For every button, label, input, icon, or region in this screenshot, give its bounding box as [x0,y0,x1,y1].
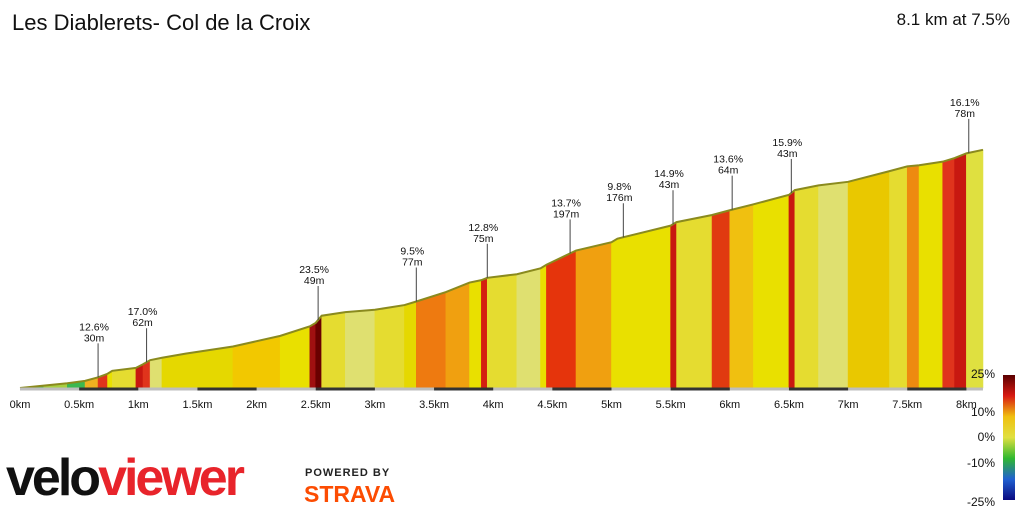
x-tick-label: 4km [483,399,504,411]
x-tick-label: 3.5km [419,399,449,411]
profile-segment [374,304,405,389]
profile-segment [889,166,908,389]
annotation-length: 49m [304,275,325,287]
annotation-grade: 23.5% [299,264,329,276]
profile-segment [753,194,790,389]
gradient-scale-label: -10% [967,456,995,470]
x-tick-label: 0km [10,399,31,411]
x-tick-label: 1km [128,399,149,411]
annotation-length: 30m [84,332,105,344]
profile-segment [617,225,671,389]
profile-segment [321,311,346,389]
annotation-grade: 9.8% [607,181,631,193]
profile-segment [309,322,317,389]
powered-by-label: POWERED BY [305,467,391,479]
profile-segment [232,335,281,389]
annotation-grade: 9.5% [400,245,424,257]
profile-segment [540,264,547,389]
profile-segment [847,170,890,389]
profile-segment [918,161,944,389]
x-tick-label: 6km [719,399,740,411]
x-tick-label: 8km [956,399,977,411]
profile-segment [611,238,618,389]
profile-segment [676,214,713,389]
annotation-grade: 12.8% [468,222,498,234]
annotation-length: 62m [132,317,153,329]
profile-segment [942,157,955,389]
profile-segment [315,314,322,389]
annotation-grade: 12.6% [79,321,109,333]
profile-segment [788,189,796,389]
x-tick-label: 2km [246,399,267,411]
gradient-scale-label: 10% [971,405,995,419]
profile-segment [416,291,447,389]
x-tick-label: 4.5km [537,399,567,411]
profile-segment [711,209,731,389]
x-tick-label: 2.5km [301,399,331,411]
profile-segment [279,325,311,389]
profile-segment [161,353,186,389]
profile-segment [729,203,754,389]
x-tick-label: 7km [838,399,859,411]
annotation-grade: 13.6% [713,154,743,166]
profile-segment [481,277,488,389]
annotation-length: 176m [606,192,633,204]
profile-segment [575,241,612,389]
gradient-scale-label: -25% [967,495,995,509]
annotation-grade: 13.7% [551,197,581,209]
profile-segment [670,221,677,389]
profile-outline [19,148,984,389]
chart-title: Les Diablerets- Col de la Croix [12,10,311,35]
annotation-length: 64m [718,165,739,177]
x-tick-label: 1.5km [182,399,212,411]
profile-segment [404,301,417,389]
profile-segment [818,181,849,389]
profile-segment [954,152,967,389]
annotation-grade: 16.1% [950,97,980,109]
x-tick-label: 0.5km [64,399,94,411]
profile-segment [469,279,482,389]
profile-segment [546,250,577,389]
veloviewer-logo: veloviewer [6,449,245,507]
profile-segment [445,282,470,389]
x-tick-label: 7.5km [892,399,922,411]
logo-viewer: viewer [98,449,245,507]
climb-summary: 8.1 km at 7.5% [896,10,1010,29]
annotation-grade: 14.9% [654,168,684,180]
profile-segment [486,273,518,389]
annotation-length: 77m [402,256,423,268]
profile-segment [794,184,819,389]
x-tick-label: 5.5km [656,399,686,411]
annotation-grade: 15.9% [772,137,802,149]
annotation-length: 43m [659,179,680,191]
gradient-scale-bar [1003,375,1015,500]
gradient-scale-label: 25% [971,367,995,381]
x-tick-label: 5km [601,399,622,411]
annotation-grade: 17.0% [128,306,158,318]
annotation-length: 78m [955,108,976,120]
annotation-length: 75m [473,233,494,245]
profile-segment [149,357,163,389]
strava-logo: STRAVA [304,481,396,507]
x-tick-label: 3km [365,399,386,411]
profile-segment [966,149,984,389]
profile-segment [906,164,920,389]
gradient-scale-label: 0% [978,430,996,444]
annotation-length: 43m [777,148,798,160]
logo-velo: velo [6,449,101,507]
profile-segment [345,309,376,389]
profile-segment [516,267,541,389]
x-tick-label: 6.5km [774,399,804,411]
annotation-length: 197m [553,208,580,220]
